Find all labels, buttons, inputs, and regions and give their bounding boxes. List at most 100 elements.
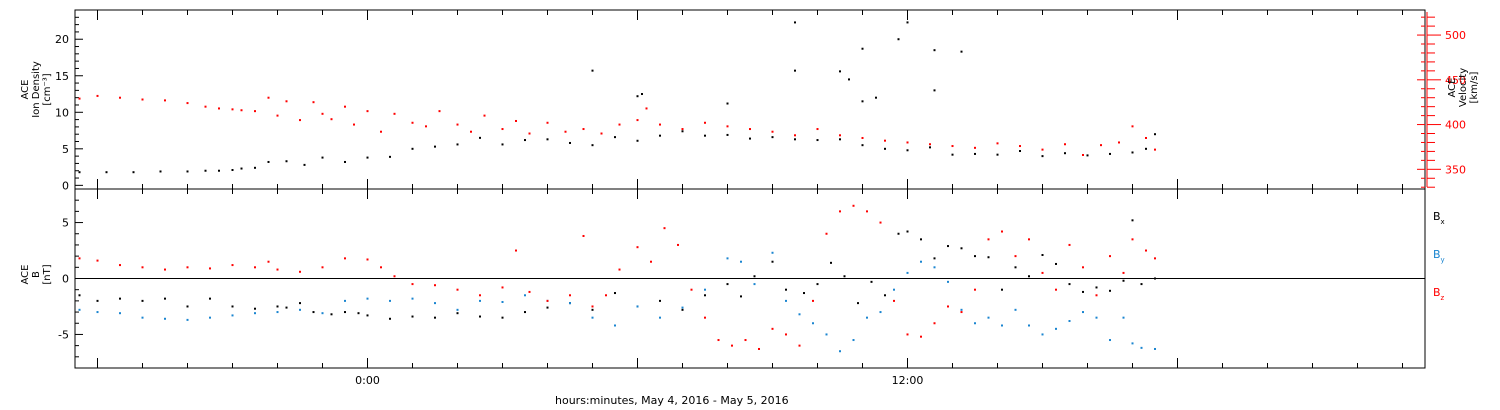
velocity-point (366, 110, 369, 113)
bx-point (816, 283, 819, 286)
bz-point (321, 266, 324, 269)
velocity-point (1145, 136, 1147, 139)
bx-point (1131, 219, 1134, 222)
velocity-point (285, 100, 288, 103)
by-point (753, 283, 756, 286)
bz-point (501, 286, 504, 289)
bx-point (1140, 283, 1143, 286)
velocity-point (267, 96, 270, 99)
density-point (848, 78, 850, 81)
bz-point (591, 305, 594, 308)
footer-label: hours:minutes, May 4, 2016 - May 5, 2016 (555, 394, 789, 407)
velocity-point (78, 97, 81, 100)
density-point (897, 38, 900, 41)
density-point (641, 93, 643, 96)
density-point (105, 171, 108, 174)
bz-point (479, 294, 481, 297)
by-point (1068, 320, 1071, 323)
by-point (299, 308, 301, 311)
velocity-point (1019, 145, 1021, 148)
by-point (569, 302, 571, 305)
bz-point (1154, 257, 1156, 260)
by-point (866, 316, 868, 319)
bz-point (744, 339, 747, 342)
velocity-point (771, 130, 774, 133)
by-point (1014, 308, 1017, 311)
velocity-point (929, 143, 931, 146)
density-point (501, 143, 504, 146)
bz-point (690, 288, 693, 291)
density-point (906, 149, 909, 152)
bx-point (389, 317, 391, 320)
legend-by: By (1433, 248, 1445, 264)
density-point (254, 166, 256, 169)
velocity-point (974, 146, 976, 149)
bz-point (344, 257, 346, 260)
by-point (119, 312, 121, 315)
left-y-tick-label: 0 (62, 179, 69, 192)
by-point (771, 251, 774, 254)
bz-point (1082, 266, 1084, 269)
bottom-panel: -5 0 5 ACEB[nT] Bx By Bz (20, 188, 1445, 369)
bz-point (141, 266, 144, 269)
bz-point (636, 246, 639, 249)
bz-point (852, 204, 855, 207)
by-point (812, 322, 814, 325)
bz-point (1131, 238, 1134, 241)
density-point (303, 163, 306, 166)
bz-point (704, 316, 706, 319)
bx-point (312, 311, 315, 314)
bz-point (1028, 238, 1030, 241)
bx-point (870, 280, 873, 283)
density-point (479, 136, 481, 139)
bx-point (357, 312, 360, 315)
density-point (231, 169, 234, 172)
by-point (1140, 346, 1143, 349)
density-point (933, 49, 936, 52)
bz-point (1095, 294, 1098, 297)
bz-point (879, 221, 882, 224)
by-point (591, 316, 594, 319)
bz-point (947, 305, 949, 308)
by-point (1041, 333, 1044, 336)
velocity-point (906, 141, 909, 144)
velocity-point (816, 128, 819, 131)
bx-point (501, 316, 504, 319)
density-point (906, 21, 909, 24)
density-point (434, 145, 436, 148)
bx-point (164, 297, 166, 300)
right-y-tick-label: 450 (1445, 74, 1466, 87)
bx-point (1001, 288, 1003, 291)
bx-point (614, 292, 616, 295)
density-point (1019, 150, 1021, 153)
by-point (933, 266, 936, 269)
by-point (1001, 324, 1003, 327)
bz-point (1122, 271, 1125, 274)
bz-point (515, 249, 517, 252)
velocity-point (456, 123, 459, 126)
density-point (614, 136, 616, 139)
density-point (884, 147, 886, 150)
x-tick-label: 0:00 (355, 374, 380, 387)
bz-point (663, 227, 666, 230)
velocity-point (254, 110, 256, 113)
bz-point (434, 284, 436, 287)
density-point (726, 102, 729, 105)
bx-point (254, 307, 256, 310)
by-point (852, 339, 855, 342)
by-point (344, 299, 346, 302)
bz-point (677, 243, 679, 246)
bz-point (1055, 288, 1057, 291)
density-point (659, 134, 661, 137)
density-point (839, 70, 841, 73)
bz-point (528, 290, 531, 293)
by-point (186, 318, 189, 321)
bz-point (456, 288, 459, 291)
density-point (636, 139, 639, 142)
bx-point (330, 313, 333, 316)
bx-point (209, 297, 211, 300)
bx-point (479, 315, 481, 318)
bx-point (1109, 289, 1111, 292)
by-point (636, 305, 639, 308)
